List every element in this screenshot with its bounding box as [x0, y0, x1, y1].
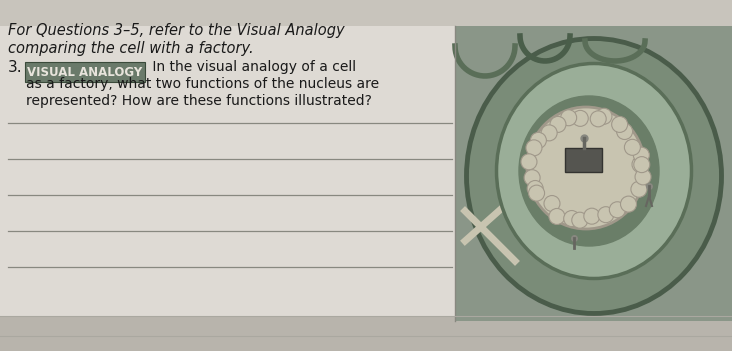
- Circle shape: [526, 140, 542, 156]
- Circle shape: [550, 117, 566, 132]
- Text: 3.: 3.: [8, 60, 23, 75]
- Circle shape: [561, 110, 577, 126]
- Circle shape: [524, 170, 540, 186]
- Circle shape: [531, 132, 546, 148]
- FancyBboxPatch shape: [25, 62, 145, 82]
- Circle shape: [564, 211, 580, 226]
- Circle shape: [544, 196, 560, 212]
- Circle shape: [631, 181, 647, 197]
- Circle shape: [633, 147, 649, 163]
- Text: VISUAL ANALOGY: VISUAL ANALOGY: [27, 66, 143, 79]
- Circle shape: [529, 185, 545, 201]
- Text: comparing the cell with a factory.: comparing the cell with a factory.: [8, 41, 253, 56]
- Circle shape: [609, 202, 625, 218]
- Circle shape: [584, 208, 600, 224]
- Circle shape: [621, 196, 637, 212]
- Circle shape: [590, 111, 606, 127]
- Circle shape: [634, 157, 650, 173]
- FancyBboxPatch shape: [455, 26, 732, 321]
- Circle shape: [632, 157, 648, 172]
- Text: In the visual analogy of a cell: In the visual analogy of a cell: [148, 60, 356, 74]
- Ellipse shape: [527, 107, 645, 229]
- FancyBboxPatch shape: [565, 148, 602, 172]
- Circle shape: [572, 110, 589, 126]
- Circle shape: [549, 208, 565, 225]
- FancyBboxPatch shape: [0, 26, 732, 321]
- FancyBboxPatch shape: [0, 316, 732, 351]
- Ellipse shape: [496, 64, 692, 278]
- Circle shape: [624, 139, 640, 155]
- Circle shape: [572, 212, 588, 228]
- Circle shape: [616, 124, 632, 139]
- Circle shape: [521, 154, 537, 170]
- Ellipse shape: [466, 39, 722, 313]
- Circle shape: [598, 207, 614, 223]
- Ellipse shape: [519, 96, 659, 246]
- Circle shape: [612, 117, 627, 132]
- Circle shape: [527, 180, 543, 197]
- Circle shape: [541, 125, 557, 141]
- Text: as a factory, what two functions of the nucleus are: as a factory, what two functions of the …: [26, 77, 379, 91]
- Circle shape: [635, 169, 651, 185]
- Circle shape: [596, 108, 612, 124]
- Text: For Questions 3–5, refer to the Visual Analogy: For Questions 3–5, refer to the Visual A…: [8, 23, 345, 38]
- Text: represented? How are these functions illustrated?: represented? How are these functions ill…: [26, 94, 372, 108]
